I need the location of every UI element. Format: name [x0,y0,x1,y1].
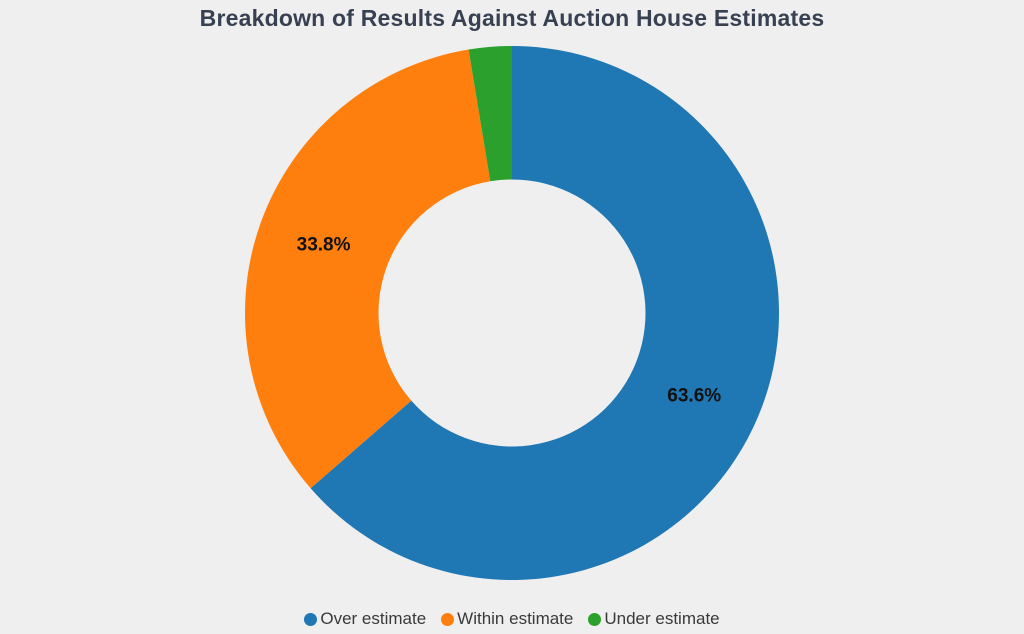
chart-legend: Over estimate Within estimate Under esti… [0,606,1024,632]
slice-label-over-estimate: 63.6% [667,385,721,406]
legend-item-over-estimate[interactable]: Over estimate [304,609,426,629]
legend-item-within-estimate[interactable]: Within estimate [441,609,573,629]
legend-item-under-estimate[interactable]: Under estimate [588,609,720,629]
chart-title: Breakdown of Results Against Auction Hou… [199,5,825,31]
legend-swatch-within-estimate [441,612,455,626]
slice-within-estimate[interactable] [244,49,491,489]
legend-swatch-under-estimate [588,612,602,626]
slice-under-estimate[interactable] [468,46,512,182]
slice-label-within-estimate: 33.8% [297,235,351,256]
legend-swatch-over-estimate [304,612,318,626]
slice-over-estimate[interactable] [310,46,779,580]
legend-label-within-estimate: Within estimate [457,609,574,628]
legend-label-under-estimate: Under estimate [604,609,720,628]
legend-label-over-estimate: Over estimate [320,609,427,628]
